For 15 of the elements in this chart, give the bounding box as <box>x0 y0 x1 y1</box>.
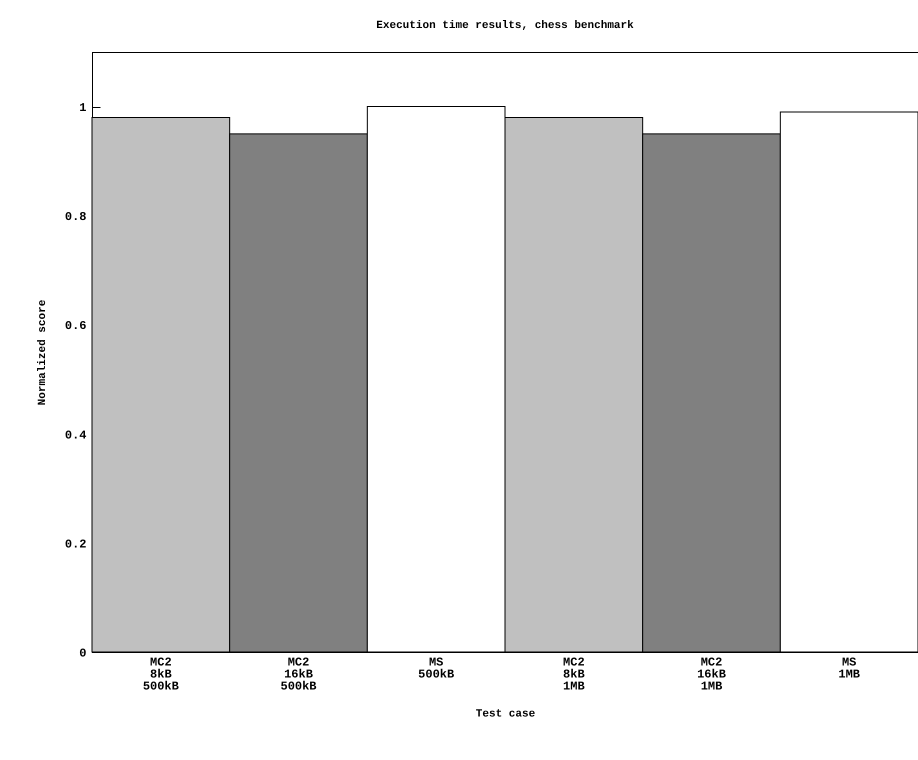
x-tick-label: MS 1MB <box>838 656 860 682</box>
x-axis-title: Test case <box>476 708 536 720</box>
y-tick-label: 0.4 <box>64 428 86 442</box>
x-tick-label: MS 500kB <box>418 656 454 682</box>
y-tick-label: 0.8 <box>64 210 86 224</box>
y-tick-label: 0.6 <box>64 319 86 334</box>
y-tick-label: 0.2 <box>64 537 86 552</box>
y-tick-label: 1 <box>79 101 86 116</box>
x-tick-label: MC2 8kB 500kB <box>142 656 179 694</box>
x-tick-label: MC2 16kB 500kB <box>280 656 317 694</box>
x-tick-label: MC2 8kB 1MB <box>563 656 585 694</box>
chart-title: Execution time results, chess benchmark <box>376 20 634 32</box>
x-tick-label: MC2 16kB 1MB <box>697 656 726 694</box>
y-tick-label: 0 <box>79 646 86 660</box>
y-axis-title: Normalized score <box>36 299 49 406</box>
